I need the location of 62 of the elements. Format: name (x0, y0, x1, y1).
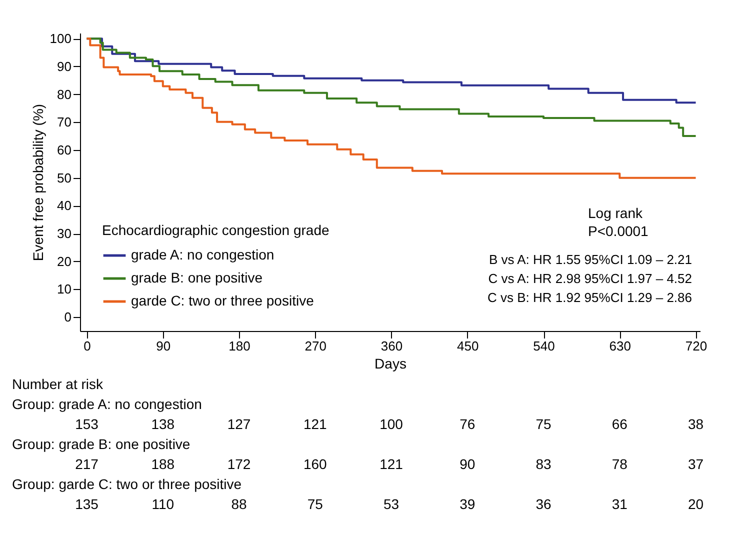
x-tick-label: 180 (228, 338, 250, 354)
text: 75 (307, 496, 324, 512)
legend-label: garde C: two or three positive (131, 292, 314, 308)
text: 90 (460, 456, 476, 472)
y-tick-label: 20 (57, 254, 72, 269)
text: 160 (303, 456, 328, 472)
text: 53 (383, 496, 400, 512)
annotation: C vs A: HR 2.98 95%CI 1.97 – 4.52 (488, 271, 692, 286)
text: 39 (460, 496, 476, 512)
legend-label: grade B: one positive (131, 270, 263, 286)
text: 66 (612, 416, 628, 432)
x-tick-label: 450 (457, 338, 479, 354)
text: 153 (75, 416, 99, 432)
x-tick-label: 540 (533, 338, 555, 354)
text: 75 (536, 416, 552, 432)
text: 36 (536, 496, 552, 512)
text: 31 (612, 496, 628, 512)
text: 217 (75, 456, 99, 472)
text: 37 (688, 456, 704, 472)
legend-title: Echocardiographic congestion grade (102, 222, 330, 238)
text: 38 (688, 416, 704, 432)
y-tick-label: 40 (57, 198, 72, 214)
text: Number at risk (12, 376, 104, 392)
text: 127 (227, 416, 251, 432)
text: 110 (152, 496, 174, 512)
text: 121 (380, 456, 404, 472)
text: 188 (151, 456, 175, 472)
text: 83 (536, 456, 552, 472)
y-tick-label: 90 (57, 58, 72, 74)
x-tick-label: 270 (304, 338, 326, 354)
category-label: Group: grade A: no congestion (12, 396, 202, 412)
category-label: Group: grade B: one positive (12, 436, 190, 452)
x-tick-label: 720 (685, 338, 708, 354)
text: 88 (231, 496, 248, 512)
text: 138 (151, 416, 175, 432)
x-tick-label: 630 (609, 338, 631, 354)
text: 78 (612, 456, 628, 472)
legend-label: grade A: no congestion (131, 246, 274, 262)
text: 76 (460, 416, 476, 432)
y-axis-title: Event free probability (%) (30, 104, 46, 262)
y-tick-label: 70 (57, 114, 72, 130)
text: 135 (75, 496, 99, 512)
text: 100 (380, 416, 404, 432)
y-tick-label: 30 (57, 226, 72, 242)
x-axis-title: Days (374, 356, 406, 372)
y-tick-label: 80 (57, 86, 72, 102)
y-tick-label: 60 (57, 142, 72, 158)
y-tick-label: 100 (50, 31, 72, 46)
text: 121 (303, 416, 328, 432)
annotation: C vs B: HR 1.92 95%CI 1.29 – 2.86 (488, 290, 692, 305)
y-tick-label: 0 (64, 310, 72, 325)
annotation: P<0.0001 (588, 223, 649, 239)
x-tick-label: 0 (84, 338, 91, 354)
text: 20 (688, 496, 704, 512)
category-label: Group: garde C: two or three positive (12, 476, 242, 492)
y-tick-label: 50 (57, 170, 72, 186)
y-tick-label: 10 (57, 282, 72, 297)
text: 172 (227, 456, 251, 472)
annotation: Log rank (588, 205, 644, 221)
x-tick-label: 360 (380, 338, 403, 354)
x-tick-label: 90 (156, 338, 171, 354)
annotation: B vs A: HR 1.55 95%CI 1.09 – 2.21 (488, 252, 692, 267)
